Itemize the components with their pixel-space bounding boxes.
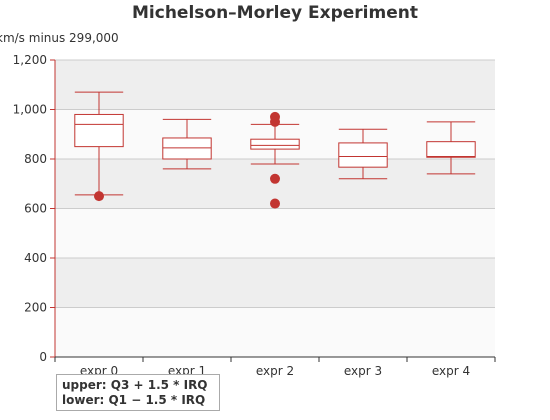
x-tick-label: expr 3 bbox=[344, 364, 382, 378]
outlier-point bbox=[270, 116, 280, 127]
box-expr-0 bbox=[74, 91, 124, 196]
boxes bbox=[74, 91, 476, 196]
annotation-lower: lower: Q1 − 1.5 * IRQ bbox=[62, 393, 206, 407]
outliers bbox=[94, 111, 280, 209]
outlier-point bbox=[270, 173, 280, 184]
y-tick-label: 1,000 bbox=[13, 103, 47, 117]
y-tick-label: 0 bbox=[39, 350, 47, 364]
background-band bbox=[55, 307, 495, 357]
box-expr-4 bbox=[426, 121, 476, 175]
iqr-box bbox=[338, 142, 388, 168]
y-tick-label: 600 bbox=[24, 202, 47, 216]
box-expr-1 bbox=[162, 118, 212, 170]
annotation-box: upper: Q3 + 1.5 * IRQ lower: Q1 − 1.5 * … bbox=[56, 374, 220, 411]
box-expr-2 bbox=[250, 123, 300, 165]
outlier-point bbox=[270, 198, 280, 209]
y-axis-label: km/s minus 299,000 bbox=[0, 31, 119, 45]
annotation-upper: upper: Q3 + 1.5 * IRQ bbox=[62, 378, 208, 392]
y-tick-label: 800 bbox=[24, 152, 47, 166]
y-tick-label: 1,200 bbox=[13, 53, 47, 67]
background-band bbox=[55, 60, 495, 110]
iqr-box bbox=[426, 141, 476, 158]
x-tick-label: expr 2 bbox=[256, 364, 294, 378]
axes bbox=[50, 59, 496, 362]
iqr-box bbox=[162, 137, 212, 160]
x-tick-label: expr 4 bbox=[432, 364, 470, 378]
background-band bbox=[55, 208, 495, 258]
y-tick-label: 200 bbox=[24, 301, 47, 315]
iqr-box bbox=[250, 138, 300, 150]
background-band bbox=[55, 258, 495, 308]
box-expr-3 bbox=[338, 128, 388, 180]
iqr-box bbox=[74, 113, 124, 148]
y-tick-label: 400 bbox=[24, 251, 47, 265]
outlier-point bbox=[94, 191, 104, 202]
chart-title: Michelson–Morley Experiment bbox=[132, 3, 418, 23]
